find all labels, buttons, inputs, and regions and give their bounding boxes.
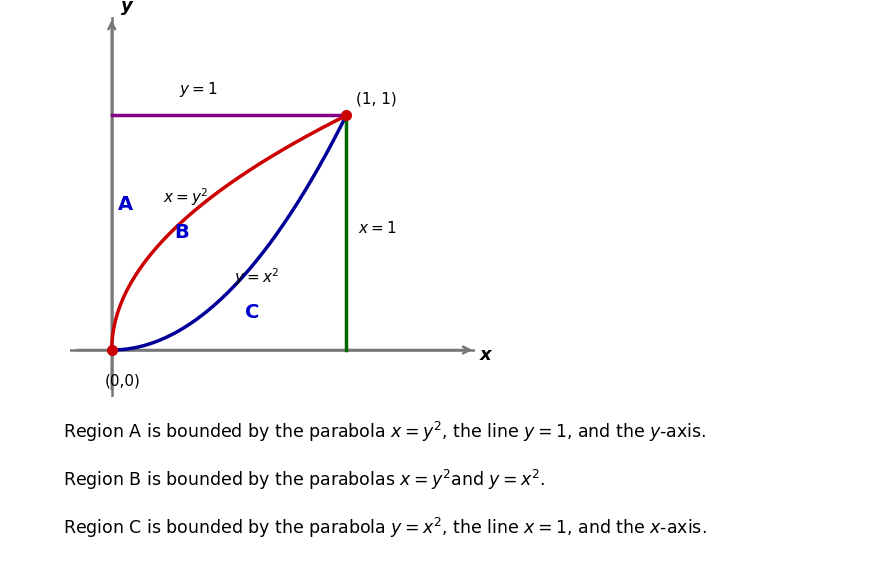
Text: $x = y^2$: $x = y^2$ bbox=[163, 187, 209, 209]
Text: y: y bbox=[121, 0, 133, 15]
Text: $y = x^2$: $y = x^2$ bbox=[234, 266, 280, 288]
Text: B: B bbox=[175, 223, 189, 242]
Text: x: x bbox=[480, 346, 491, 363]
Text: $x = 1$: $x = 1$ bbox=[358, 220, 396, 236]
Text: $y = 1$: $y = 1$ bbox=[179, 80, 218, 99]
Text: (0,0): (0,0) bbox=[104, 374, 140, 388]
Text: Region C is bounded by the parabola $y = x^2$, the line $x = 1$, and the $x$-axi: Region C is bounded by the parabola $y =… bbox=[63, 516, 706, 540]
Text: C: C bbox=[246, 303, 260, 322]
Text: (1, 1): (1, 1) bbox=[355, 91, 396, 106]
Text: Region B is bounded by the parabolas $x = y^2$and $y = x^2$.: Region B is bounded by the parabolas $x … bbox=[63, 468, 545, 492]
Text: Region A is bounded by the parabola $x = y^2$, the line $y = 1$, and the $y$-axi: Region A is bounded by the parabola $x =… bbox=[63, 420, 705, 444]
Text: A: A bbox=[118, 195, 133, 214]
